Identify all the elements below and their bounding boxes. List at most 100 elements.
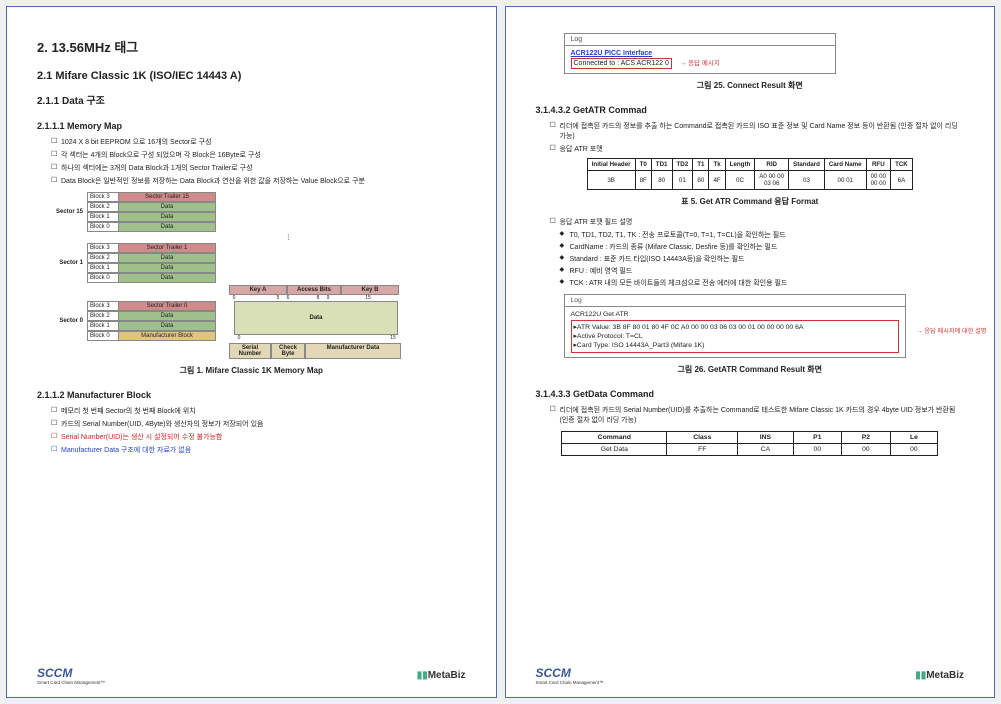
cmd-td: Get Data <box>562 444 667 456</box>
metabiz-logo: ▮▮MetaBiz <box>915 670 964 681</box>
atr-td: 80 <box>693 171 709 190</box>
access-bits: Access Bits <box>287 285 341 295</box>
cmd-td: 00 <box>793 444 842 456</box>
atr-th: Length <box>725 159 755 171</box>
atr-td: 3B <box>587 171 635 190</box>
cmd-th: P2 <box>842 432 891 444</box>
blk-lbl: Block 1 <box>87 321 118 331</box>
cmd-td: CA <box>738 444 793 456</box>
caption-fig1: 그림 1. Mifare Classic 1K Memory Map <box>37 365 466 376</box>
atr-desc: TCK : ATR 내의 모든 바이트들의 체크섬으로 전송 에러에 대한 확인… <box>560 278 965 288</box>
h2: 2.1 Mifare Classic 1K (ISO/IEC 14443 A) <box>37 70 466 82</box>
getatr-bullets: 리더에 접촉된 카드의 정보를 추출 하는 Command로 접촉된 카드의 I… <box>550 121 965 154</box>
log-annotation: → 응답 메시지 <box>680 60 720 67</box>
mfg-bullets: 메모리 첫 번째 Sector의 첫 번째 Block에 위치 카드의 Seri… <box>51 406 466 455</box>
idx: 15 <box>388 335 398 341</box>
mm-bullet: Data Block은 일반적인 정보를 저장하는 Data Block과 연산… <box>51 176 466 186</box>
key-a: Key A <box>229 285 287 295</box>
blk-lbl: Block 1 <box>87 212 118 222</box>
atr-td: 8F <box>635 171 651 190</box>
h4-getatr: 3.1.4.3.2 GetATR Commad <box>536 105 965 115</box>
blk-lbl: Block 1 <box>87 263 118 273</box>
atr-th: T1 <box>693 159 709 171</box>
data-cell: Data <box>118 202 216 212</box>
atr-th: Standard <box>789 159 825 171</box>
log-title: Log <box>565 34 835 46</box>
log-title: Log <box>565 295 905 307</box>
data-cell: Data <box>118 253 216 263</box>
mfg-bullet-red: Serial Number(UID)는 생산 시 설정되어 수정 불가능함 <box>51 432 466 442</box>
getdata-bullets: 리더에 접촉된 카드의 Serial Number(UID)를 추출하는 Com… <box>550 405 965 425</box>
atr-desc: Standard : 표준 카드 타입(ISO 14443A등)을 확인하는 필… <box>560 254 965 264</box>
atr-td: 00 00 00 00 <box>866 171 890 190</box>
data-wide: Data <box>234 301 398 335</box>
atr-td: 03 <box>789 171 825 190</box>
caption-fig26: 그림 26. GetATR Command Result 화면 <box>536 364 965 375</box>
atr-th: TD1 <box>651 159 672 171</box>
atr-desc: CardName : 카드의 종류 (Mifare Classic, Desfi… <box>560 242 965 252</box>
mfg-bullet: 카드의 Serial Number(UID, 4Byte)와 생산자의 정보가 … <box>51 419 466 429</box>
sccm-sub: Smart Card Chain Management™ <box>536 680 604 685</box>
metabiz-icon: ▮▮ <box>915 670 926 681</box>
atr-desc-list: T0, TD1, TD2, T1, TK : 전송 프로토콜(T=0, T=1,… <box>560 230 965 288</box>
sector-label: Sector 1 <box>51 243 87 283</box>
atr-desc-head: 응답 ATR 포맷 필드 설명 <box>550 217 965 227</box>
getatr-bullet: 리더에 접촉된 카드의 정보를 추출 하는 Command로 접촉된 카드의 I… <box>550 121 965 141</box>
atr-td: 0C <box>725 171 755 190</box>
log2-annotation: → 응답 메시지에 대한 설명 <box>917 326 987 335</box>
mfg-bullet-blue: Manufacturer Data 구조에 대한 자료가 없음 <box>51 445 466 455</box>
cmd-th: Class <box>667 432 738 444</box>
cmd-th: INS <box>738 432 793 444</box>
data-cell: Data <box>118 212 216 222</box>
cmd-th: P1 <box>793 432 842 444</box>
cmd-data-row: Get Data FF CA 00 00 00 <box>562 444 938 456</box>
blk-lbl: Block 0 <box>87 222 118 232</box>
mfg-data-cell: Manufacturer Data <box>305 343 401 359</box>
data-cell: Data <box>118 222 216 232</box>
log-box-connect: Log ACR122U PICC Interface Connected to … <box>564 33 836 74</box>
caption-fig25: 그림 25. Connect Result 화면 <box>536 80 965 91</box>
atr-th: TD2 <box>672 159 693 171</box>
blk-lbl: Block 2 <box>87 202 118 212</box>
metabiz-text: MetaBiz <box>926 670 964 681</box>
sccm-logo: SCCM Smart Card Chain Management™ <box>37 666 105 685</box>
trailer-cell: Sector Trailer 15 <box>118 192 216 202</box>
sccm-logo: SCCM Smart Card Chain Management™ <box>536 666 604 685</box>
atr-desc: RFU : 예비 영역 필드 <box>560 266 965 276</box>
h4-memory-map: 2.1.1.1 Memory Map <box>37 121 466 131</box>
serial-cell: Serial Number <box>229 343 271 359</box>
atr-desc: T0, TD1, TD2, T1, TK : 전송 프로토콜(T=0, T=1,… <box>560 230 965 240</box>
blk-lbl: Block 2 <box>87 253 118 263</box>
getatr-bullet: 응답 ATR 포맷 <box>550 144 965 154</box>
mm-bullet: 각 섹터는 4개의 Block으로 구성 되었으며 각 Block은 16Byt… <box>51 150 466 160</box>
atr-card: ▸Card Type: ISO 14443A_Part3 (Mifare 1K) <box>574 341 896 349</box>
blk-lbl: Block 3 <box>87 301 118 311</box>
h4-getdata: 3.1.4.3.3 GetData Command <box>536 389 965 399</box>
ellipsis: ⋮ <box>111 234 466 241</box>
sccm-text: SCCM <box>536 666 571 680</box>
getdata-bullet: 리더에 접촉된 카드의 Serial Number(UID)를 추출하는 Com… <box>550 405 965 425</box>
atr-th: RID <box>755 159 789 171</box>
atr-td: 01 <box>672 171 693 190</box>
data-cell: Data <box>118 263 216 273</box>
mm-bullet: 하나의 섹터에는 3개의 Data Block과 1개의 Sector Trai… <box>51 163 466 173</box>
atr-th: RFU <box>866 159 890 171</box>
atr-proto: ▸Active Protocol: T=CL <box>574 332 896 340</box>
atr-data-row: 3B 8F 80 01 80 4F 0C A0 00 00 03 06 03 0… <box>587 171 912 190</box>
metabiz-text: MetaBiz <box>428 670 466 681</box>
atr-value: ▸ATR Value: 3B 8F 80 01 80 4F 0C A0 00 0… <box>574 323 896 331</box>
sccm-text: SCCM <box>37 666 72 680</box>
atr-th: T0 <box>635 159 651 171</box>
blk-lbl: Block 3 <box>87 192 118 202</box>
blk-lbl: Block 0 <box>87 273 118 283</box>
sccm-sub: Smart Card Chain Management™ <box>37 680 105 685</box>
data-cell: Data <box>118 273 216 283</box>
cmd-table: Command Class INS P1 P2 Le Get Data FF C… <box>561 431 938 456</box>
atr-td: 00 01 <box>824 171 866 190</box>
data-cell: Data <box>118 321 216 331</box>
atr-value-box: ▸ATR Value: 3B 8F 80 01 80 4F 0C A0 00 0… <box>571 320 899 353</box>
atr-header-row: Initial Header T0 TD1 TD2 T1 Tk Length R… <box>587 159 912 171</box>
key-b: Key B <box>341 285 399 295</box>
mfg-cell: Manufacturer Block <box>118 331 216 341</box>
memory-map-bullets: 1024 X 8 bit EEPROM 으로 16개의 Sector로 구성 각… <box>51 137 466 186</box>
